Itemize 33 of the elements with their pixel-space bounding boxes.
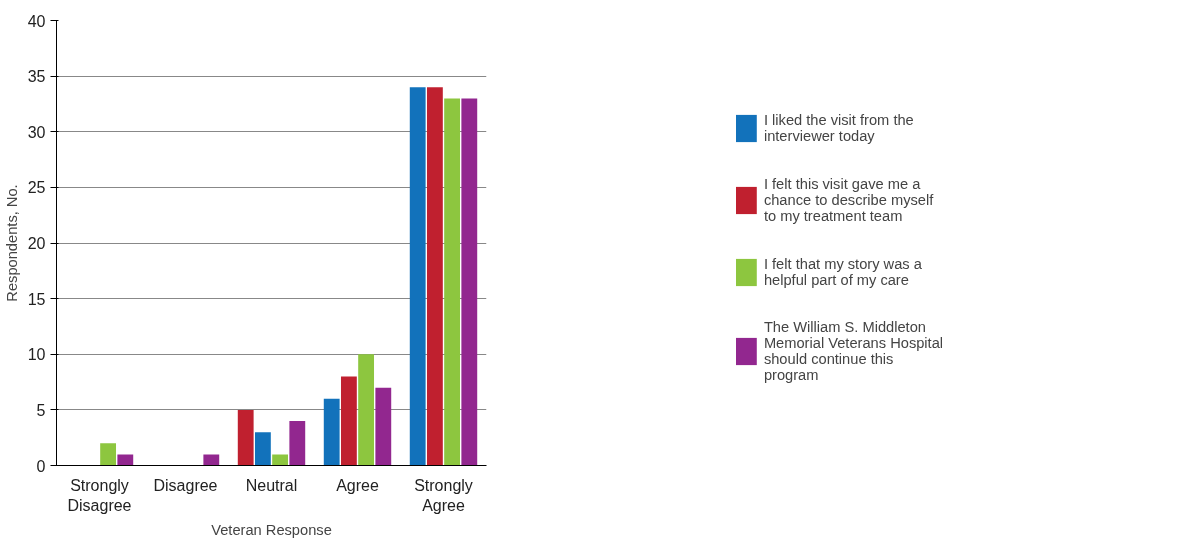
y-tick-label: 15 xyxy=(27,290,46,308)
bar xyxy=(461,98,478,466)
bar xyxy=(375,387,392,466)
y-tick-label: 0 xyxy=(36,457,46,475)
legend-label: I felt that my story was a helpful part of my care xyxy=(763,254,922,290)
bar xyxy=(358,354,375,466)
bar xyxy=(409,87,426,466)
bar xyxy=(203,454,220,466)
bar xyxy=(323,398,340,466)
bar xyxy=(272,454,289,466)
y-tick-label: 5 xyxy=(36,401,46,419)
y-tick-label: 30 xyxy=(27,123,46,141)
bar xyxy=(444,98,461,466)
x-tick-label: Strongly Agree xyxy=(414,476,473,514)
x-tick-label: Neutral xyxy=(245,476,298,494)
bar xyxy=(426,87,443,466)
y-tick-label: 25 xyxy=(27,179,46,197)
bar xyxy=(117,454,134,466)
y-tick-label: 10 xyxy=(27,346,46,364)
y-tick-label: 40 xyxy=(27,12,46,30)
y-tick-label: 35 xyxy=(27,68,46,86)
bar xyxy=(100,443,117,466)
y-axis-title: Respondents, No. xyxy=(3,184,20,302)
legend-label: I felt this visit gave me a chance to describe myself to my treatment team xyxy=(763,174,934,225)
bar xyxy=(289,421,306,466)
bar xyxy=(340,376,357,466)
x-axis-title: Veteran Response xyxy=(211,521,332,538)
x-tick-label: Strongly Disagree xyxy=(67,476,132,514)
y-tick-label: 20 xyxy=(27,235,46,252)
legend-label: The William S. Middleton Memorial Veterans Hospital should continue this program xyxy=(763,318,944,383)
x-tick-label: Agree xyxy=(336,476,379,494)
x-tick-label: Disagree xyxy=(153,476,218,494)
legend-label: I liked the visit from the interviewer today xyxy=(763,110,914,146)
